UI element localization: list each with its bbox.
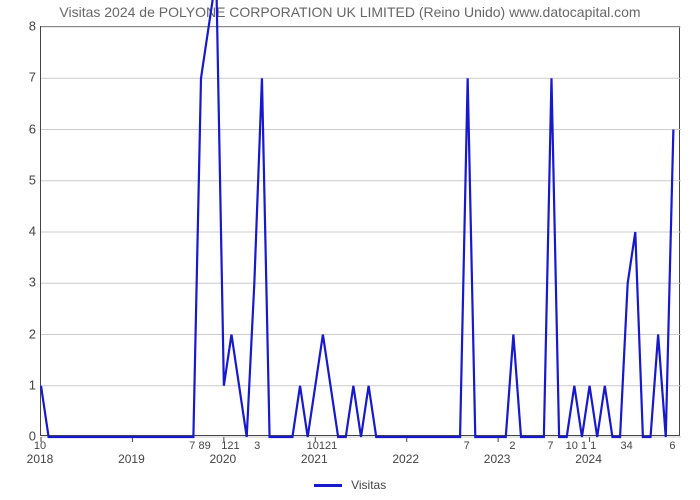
x-tick-label: 2020: [209, 452, 236, 466]
y-tick-label: 8: [29, 19, 36, 34]
value-label: 3: [254, 440, 260, 452]
value-label: 7: [547, 440, 553, 452]
value-label: 10121: [307, 440, 338, 452]
value-label: 7 89: [189, 440, 210, 452]
x-tick-label: 2021: [301, 452, 328, 466]
chart-svg: [41, 27, 681, 437]
x-tick-label: 2022: [392, 452, 419, 466]
y-tick-label: 2: [29, 326, 36, 341]
y-tick-label: 3: [29, 275, 36, 290]
y-tick-label: 4: [29, 224, 36, 239]
value-label: 10 1 1: [566, 440, 597, 452]
x-tick-label: 2019: [118, 452, 145, 466]
legend-swatch: [314, 484, 342, 487]
x-tick-label: 2018: [27, 452, 54, 466]
y-tick-label: 5: [29, 172, 36, 187]
x-tick-label: 2024: [575, 452, 602, 466]
value-label: 34: [621, 440, 633, 452]
value-label: 6: [669, 440, 675, 452]
y-tick-label: 7: [29, 70, 36, 85]
series-line: [41, 0, 673, 437]
value-label: 2: [509, 440, 515, 452]
chart-title: Visitas 2024 de POLYONE CORPORATION UK L…: [0, 4, 700, 20]
legend-label: Visitas: [351, 478, 386, 492]
legend: Visitas: [0, 478, 700, 492]
y-tick-label: 1: [29, 377, 36, 392]
x-tick-label: 2023: [484, 452, 511, 466]
plot-area: [40, 26, 680, 436]
chart-container: Visitas 2024 de POLYONE CORPORATION UK L…: [0, 0, 700, 500]
value-label: 10: [34, 440, 46, 452]
y-tick-label: 6: [29, 121, 36, 136]
value-label: 121: [221, 440, 239, 452]
value-label: 7: [464, 440, 470, 452]
